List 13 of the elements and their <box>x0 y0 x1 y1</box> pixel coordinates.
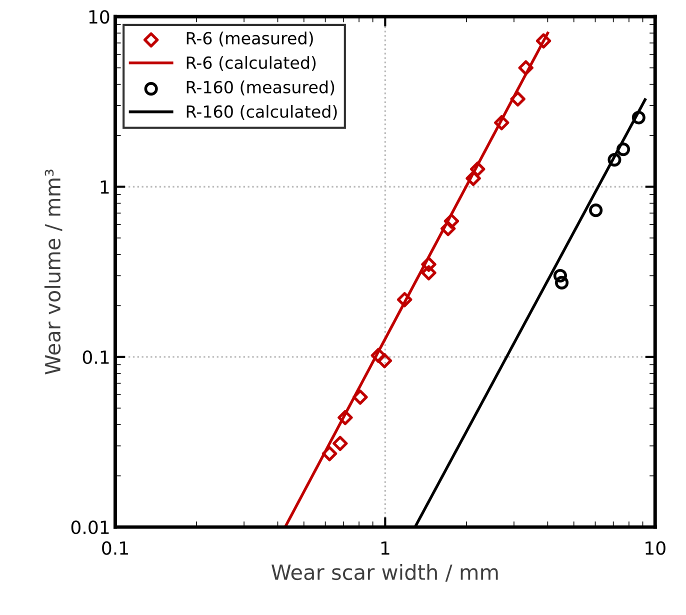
legend-label: R-160 (calculated) <box>186 104 337 120</box>
y-tick-label: 0.1 <box>82 350 109 364</box>
y-tick-label: 1 <box>100 180 109 194</box>
x-tick-label: 1 <box>381 542 390 555</box>
y-axis-title: Wear volume / mm³ <box>44 170 62 374</box>
y-tick-label: 10 <box>89 10 110 24</box>
x-tick-label: 10 <box>646 541 666 555</box>
y-tick-label: 0.01 <box>71 520 109 534</box>
legend-label: R-160 (measured) <box>186 80 334 96</box>
x-tick-label: 0.1 <box>102 541 128 555</box>
legend-label: R-6 (measured) <box>186 32 313 46</box>
x-axis-title: Wear scar width / mm <box>272 564 498 582</box>
legend-label: R-6 (calculated) <box>186 56 316 71</box>
